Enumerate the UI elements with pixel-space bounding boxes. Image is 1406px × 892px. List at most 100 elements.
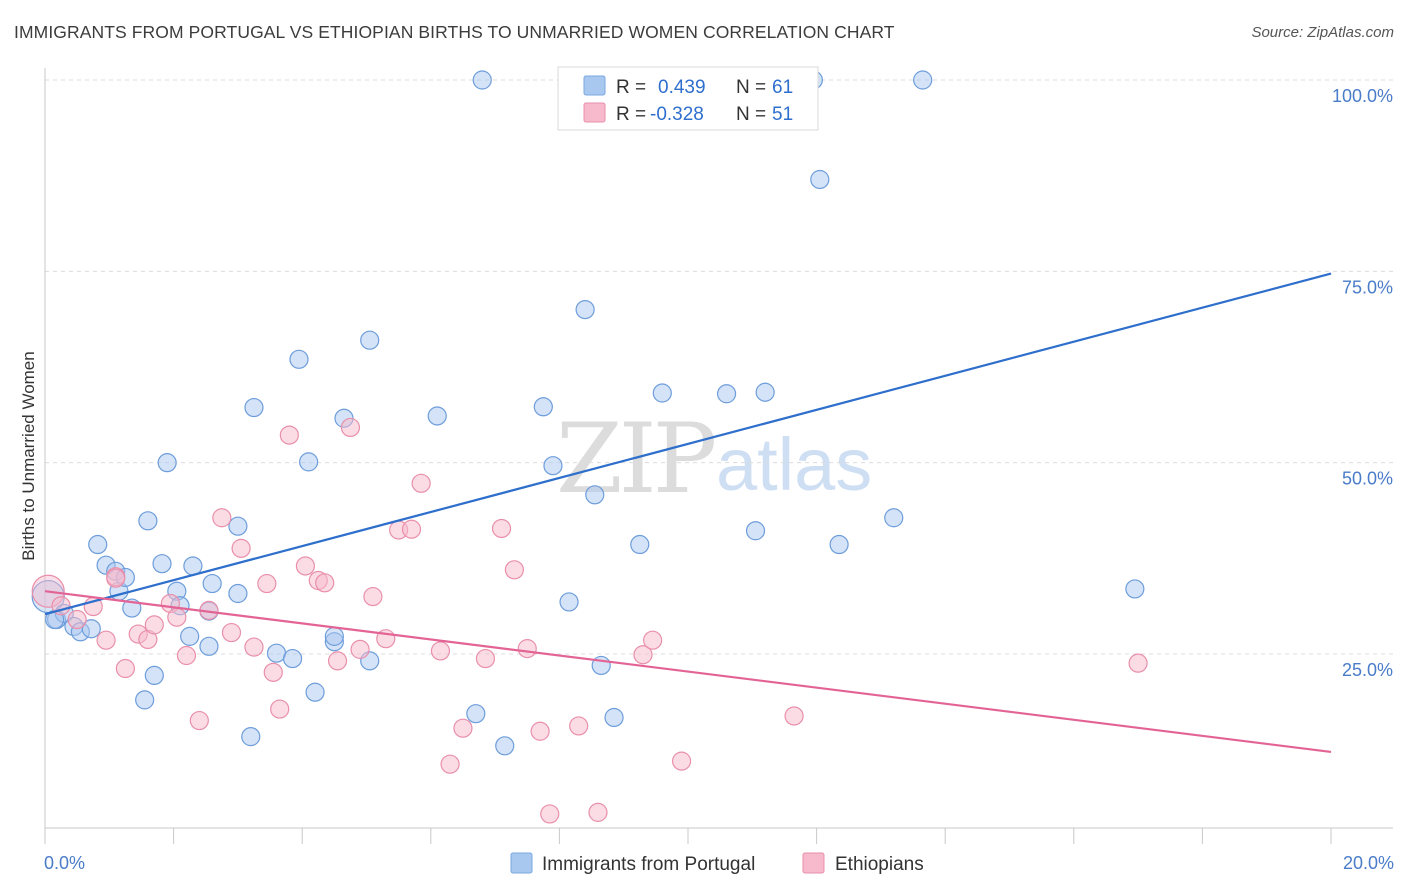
series-legend: Immigrants from Portugal Ethiopians: [510, 852, 924, 875]
portugal-point: [202, 573, 222, 594]
watermark-atlas: atlas: [716, 423, 872, 506]
chart-title: IMMIGRANTS FROM PORTUGAL VS ETHIOPIAN BI…: [14, 22, 895, 42]
portugal-point: [913, 70, 933, 90]
ethiopians-point: [270, 699, 290, 719]
portugal-point: [829, 534, 849, 555]
ethiopians-point: [350, 639, 370, 659]
portugal-point: [716, 384, 737, 404]
portugal-point: [305, 682, 325, 702]
portugal-point: [152, 554, 172, 574]
ethiopians-point: [67, 609, 87, 630]
portugal-point: [810, 169, 830, 190]
portugal-point: [228, 516, 248, 536]
portugal-point: [575, 299, 595, 320]
ethiopians-point: [430, 641, 451, 661]
portugal-point: [360, 330, 380, 350]
ethiopians-point: [327, 651, 348, 671]
y-tick-labels: 25.0% 50.0% 75.0% 100.0%: [1332, 86, 1393, 680]
ethiopians-point: [504, 560, 524, 580]
ethiopians-point: [517, 639, 537, 659]
ethiopians-trend-line: [44, 590, 1332, 754]
portugal-point: [533, 397, 553, 417]
portugal-point: [652, 383, 672, 403]
ethiopians-point: [189, 710, 209, 731]
portugal-point: [244, 397, 264, 418]
portugal-point: [299, 452, 319, 472]
portugal-point: [884, 508, 904, 528]
legend-label-immigrants-from-portugal: Immigrants from Portugal: [542, 854, 755, 875]
legend-n-label-ethiopians: N =: [736, 104, 766, 125]
legend-n-value-portugal: 61: [772, 77, 793, 98]
ethiopians-point: [671, 751, 692, 771]
ethiopians-point: [491, 518, 512, 539]
portugal-point: [228, 583, 248, 604]
portugal-point: [585, 485, 605, 505]
ethiopians-point: [244, 637, 264, 657]
ethiopians-point: [279, 425, 299, 445]
y-tick-label: 100.0%: [1332, 86, 1393, 106]
portugal-point: [466, 704, 486, 724]
ethiopians-point: [96, 630, 116, 650]
portugal-point: [427, 406, 447, 426]
trend-lines: [44, 272, 1332, 754]
legend-swatch-immigrants-from-portugal: [510, 852, 533, 874]
x-tick-labels: 0.0% 20.0%: [44, 853, 1394, 873]
portugal-point: [157, 453, 177, 473]
ethiopians-point: [257, 573, 277, 594]
legend-label-ethiopians: Ethiopians: [835, 854, 924, 875]
portugal-point: [266, 643, 287, 663]
ethiopians-point: [144, 615, 164, 635]
legend-n-label-portugal: N =: [736, 77, 766, 98]
portugal-point: [81, 619, 101, 639]
scatter-points: [31, 70, 1148, 824]
watermark-zip: ZIP: [556, 403, 715, 515]
ethiopians-point: [475, 648, 496, 669]
portugal-point: [543, 456, 563, 476]
legend-r-label-ethiopians: R =: [616, 104, 646, 125]
y-tick-label: 75.0%: [1342, 277, 1393, 297]
ethiopians-point: [295, 556, 316, 576]
portugal-point: [495, 736, 515, 756]
ethiopians-point: [167, 607, 187, 627]
y-axis-label: Births to Unmarried Women: [19, 351, 38, 560]
portugal-point: [135, 690, 155, 710]
portugal-point: [88, 534, 108, 555]
ethiopians-point: [231, 538, 251, 558]
portugal-point: [745, 521, 766, 541]
x-tick-label-min: 0.0%: [44, 853, 85, 873]
x-tick-label-max: 20.0%: [1343, 853, 1394, 873]
legend-r-label-portugal: R =: [616, 77, 646, 98]
ethiopians-point: [784, 706, 804, 726]
portugal-point: [755, 382, 775, 402]
legend-swatch-portugal: [583, 75, 606, 96]
y-tick-label: 50.0%: [1342, 469, 1393, 489]
axes: [44, 68, 1393, 844]
y-tick-label: 25.0%: [1342, 660, 1393, 680]
ethiopians-point: [453, 718, 473, 738]
ethiopians-point: [440, 754, 460, 774]
portugal-point: [138, 511, 158, 531]
ethiopians-point: [340, 417, 361, 438]
ethiopians-point: [633, 645, 653, 665]
ethiopians-point: [411, 473, 431, 493]
portugal-point: [559, 592, 579, 612]
portugal-point: [180, 626, 200, 646]
ethiopians-point: [643, 630, 663, 650]
portugal-point: [324, 626, 344, 646]
legend-r-value-ethiopians: -0.328: [650, 104, 704, 125]
portugal-point: [144, 665, 164, 686]
ethiopians-point: [569, 716, 589, 736]
legend-r-value-portugal: 0.439: [658, 77, 706, 98]
ethiopians-point: [401, 519, 422, 539]
portugal-trend-line: [44, 272, 1332, 616]
portugal-point: [241, 727, 261, 747]
portugal-point: [1125, 579, 1145, 599]
ethiopians-point: [540, 804, 560, 824]
portugal-point: [282, 648, 303, 669]
ethiopians-point: [588, 802, 608, 822]
ethiopians-point: [106, 568, 126, 588]
ethiopians-point: [1128, 653, 1148, 673]
legend-swatch-ethiopians-bottom: [802, 852, 825, 874]
ethiopians-point: [221, 622, 242, 643]
